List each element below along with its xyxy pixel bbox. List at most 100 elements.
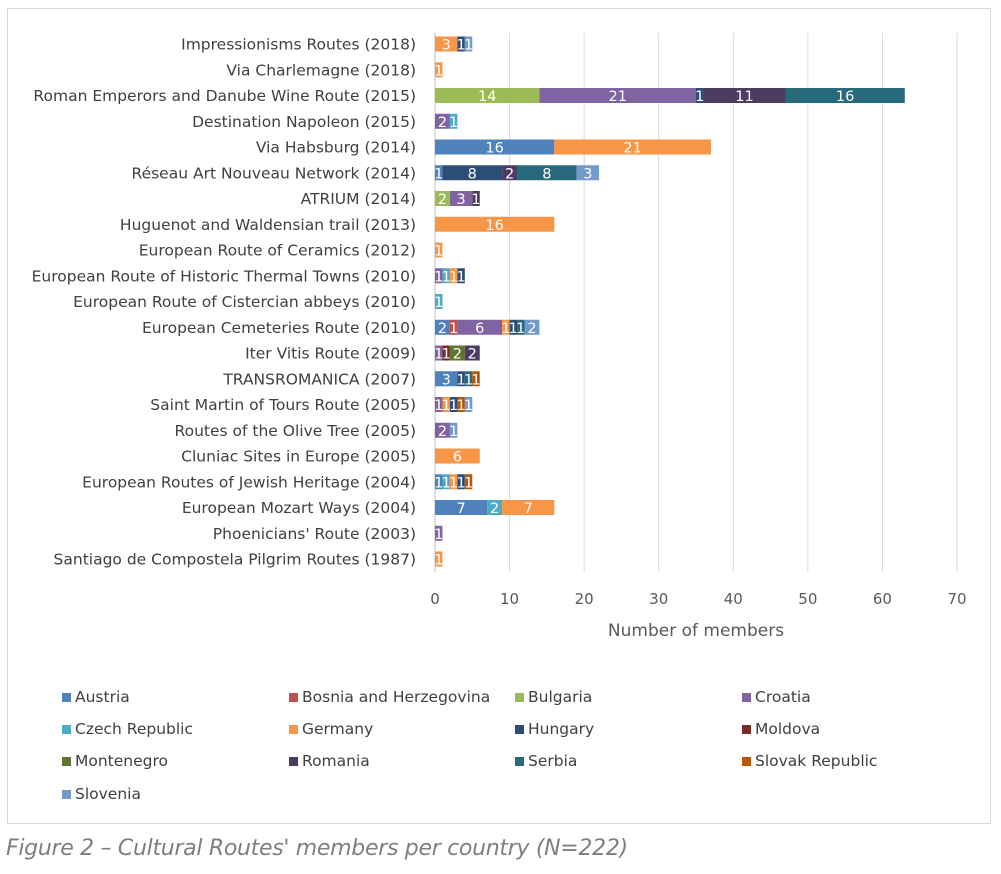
data-label: 1 — [442, 347, 451, 363]
bar-segment — [435, 371, 458, 387]
data-label: 1 — [434, 553, 443, 569]
legend-swatch — [62, 756, 71, 766]
data-label: 1 — [434, 527, 443, 543]
bar-segment — [435, 165, 443, 181]
legend-item: Croatia — [742, 688, 811, 706]
bar-segment — [502, 165, 518, 181]
bar-segment — [442, 345, 450, 361]
bar-segment — [457, 474, 465, 490]
bar-segment — [457, 319, 503, 335]
bar-segment — [435, 216, 555, 232]
data-label: 21 — [623, 141, 641, 157]
bar-segment — [435, 88, 540, 103]
data-label: 2 — [453, 347, 462, 363]
bar-segment — [524, 319, 540, 335]
bar-segment — [502, 319, 510, 335]
bar-segment — [457, 371, 465, 387]
x-tick-label: 10 — [500, 590, 519, 608]
legend-item: Moldova — [742, 720, 820, 738]
bar-segment — [435, 525, 443, 541]
data-label: 8 — [542, 166, 551, 182]
x-tick-label: 30 — [649, 590, 668, 608]
legend-swatch — [62, 692, 71, 702]
data-label: 1 — [449, 115, 458, 131]
bar-segment — [517, 319, 525, 335]
data-label: 2 — [438, 192, 447, 208]
data-label: 1 — [509, 321, 518, 337]
bar-segment — [449, 422, 458, 438]
legend-swatch — [515, 724, 524, 734]
data-label: 16 — [836, 89, 854, 105]
bar-segment — [554, 139, 711, 155]
bar-segment — [435, 242, 443, 258]
legend-label: Hungary — [528, 720, 595, 738]
legend-swatch — [742, 724, 751, 734]
category-label: Via Charlemagne (2018) — [226, 61, 416, 79]
bar-segment — [509, 319, 518, 335]
data-label: 2 — [490, 501, 499, 517]
bar-segment — [449, 113, 458, 129]
bar-segment — [696, 88, 704, 103]
data-label: 11 — [735, 89, 753, 105]
data-label: 3 — [456, 192, 465, 208]
data-label: 1 — [434, 475, 443, 491]
category-label: ATRIUM (2014) — [301, 190, 416, 208]
data-label: 1 — [449, 475, 458, 491]
category-label: Destination Napoleon (2015) — [192, 113, 416, 131]
bar-segment — [576, 165, 600, 181]
bar-segment — [435, 551, 443, 567]
data-label: 1 — [464, 38, 473, 54]
bar-segment — [457, 36, 465, 52]
category-label: Réseau Art Nouveau Network (2014) — [132, 164, 417, 182]
bar-segment — [442, 397, 450, 412]
data-label: 1 — [434, 347, 443, 363]
data-label: 2 — [438, 321, 447, 337]
data-label: 1 — [434, 63, 443, 79]
bar-segment — [449, 319, 458, 335]
legend-label: Moldova — [755, 720, 821, 738]
data-label: 7 — [456, 501, 465, 517]
legend-item: Austria — [62, 688, 130, 706]
bar-segment — [464, 345, 480, 361]
legend-item: Bosnia and Herzegovina — [289, 688, 490, 706]
data-label: 1 — [442, 475, 451, 491]
legend-swatch — [289, 756, 298, 766]
legend-swatch — [515, 692, 524, 702]
bar-segment — [502, 500, 555, 515]
category-label: Iter Vitis Route (2009) — [245, 345, 416, 363]
legend-label: Austria — [75, 688, 130, 706]
data-label: 16 — [485, 141, 503, 157]
category-label: European Route of Cistercian abbeys (201… — [73, 293, 416, 311]
data-label: 6 — [475, 321, 484, 337]
legend-item: Montenegro — [62, 752, 168, 770]
legend-swatch — [289, 724, 298, 734]
bar-segment — [449, 191, 473, 206]
legend-label: Croatia — [755, 688, 811, 706]
bar-segment — [435, 113, 450, 129]
legend-item: Germany — [289, 720, 373, 738]
bar-segment — [464, 371, 473, 387]
bar-segment — [435, 422, 450, 438]
bar-segment — [442, 165, 503, 181]
legend-swatch — [289, 692, 298, 702]
legend-item: Czech Republic — [62, 720, 193, 738]
legend-label: Czech Republic — [75, 720, 194, 738]
category-label: Saint Martin of Tours Route (2005) — [150, 396, 416, 414]
category-label: Impressionisms Routes (2018) — [181, 36, 416, 54]
data-label: 7 — [524, 501, 533, 517]
category-label: Roman Emperors and Danube Wine Route (20… — [33, 87, 416, 105]
gridlines — [434, 33, 958, 572]
legend-item: Slovak Republic — [742, 752, 877, 770]
bar-segment — [457, 397, 465, 412]
legend-swatch — [62, 789, 71, 799]
data-label: 1 — [471, 372, 480, 388]
data-label: 2 — [438, 115, 447, 131]
data-label: 1 — [442, 398, 451, 414]
category-labels: Impressionisms Routes (2018) Via Charlema… — [32, 36, 416, 569]
bar-segment — [435, 319, 450, 335]
bar-segment — [435, 448, 480, 464]
data-label: 2 — [468, 347, 477, 363]
legend-label: Germany — [302, 720, 374, 738]
data-label: 21 — [608, 89, 626, 105]
